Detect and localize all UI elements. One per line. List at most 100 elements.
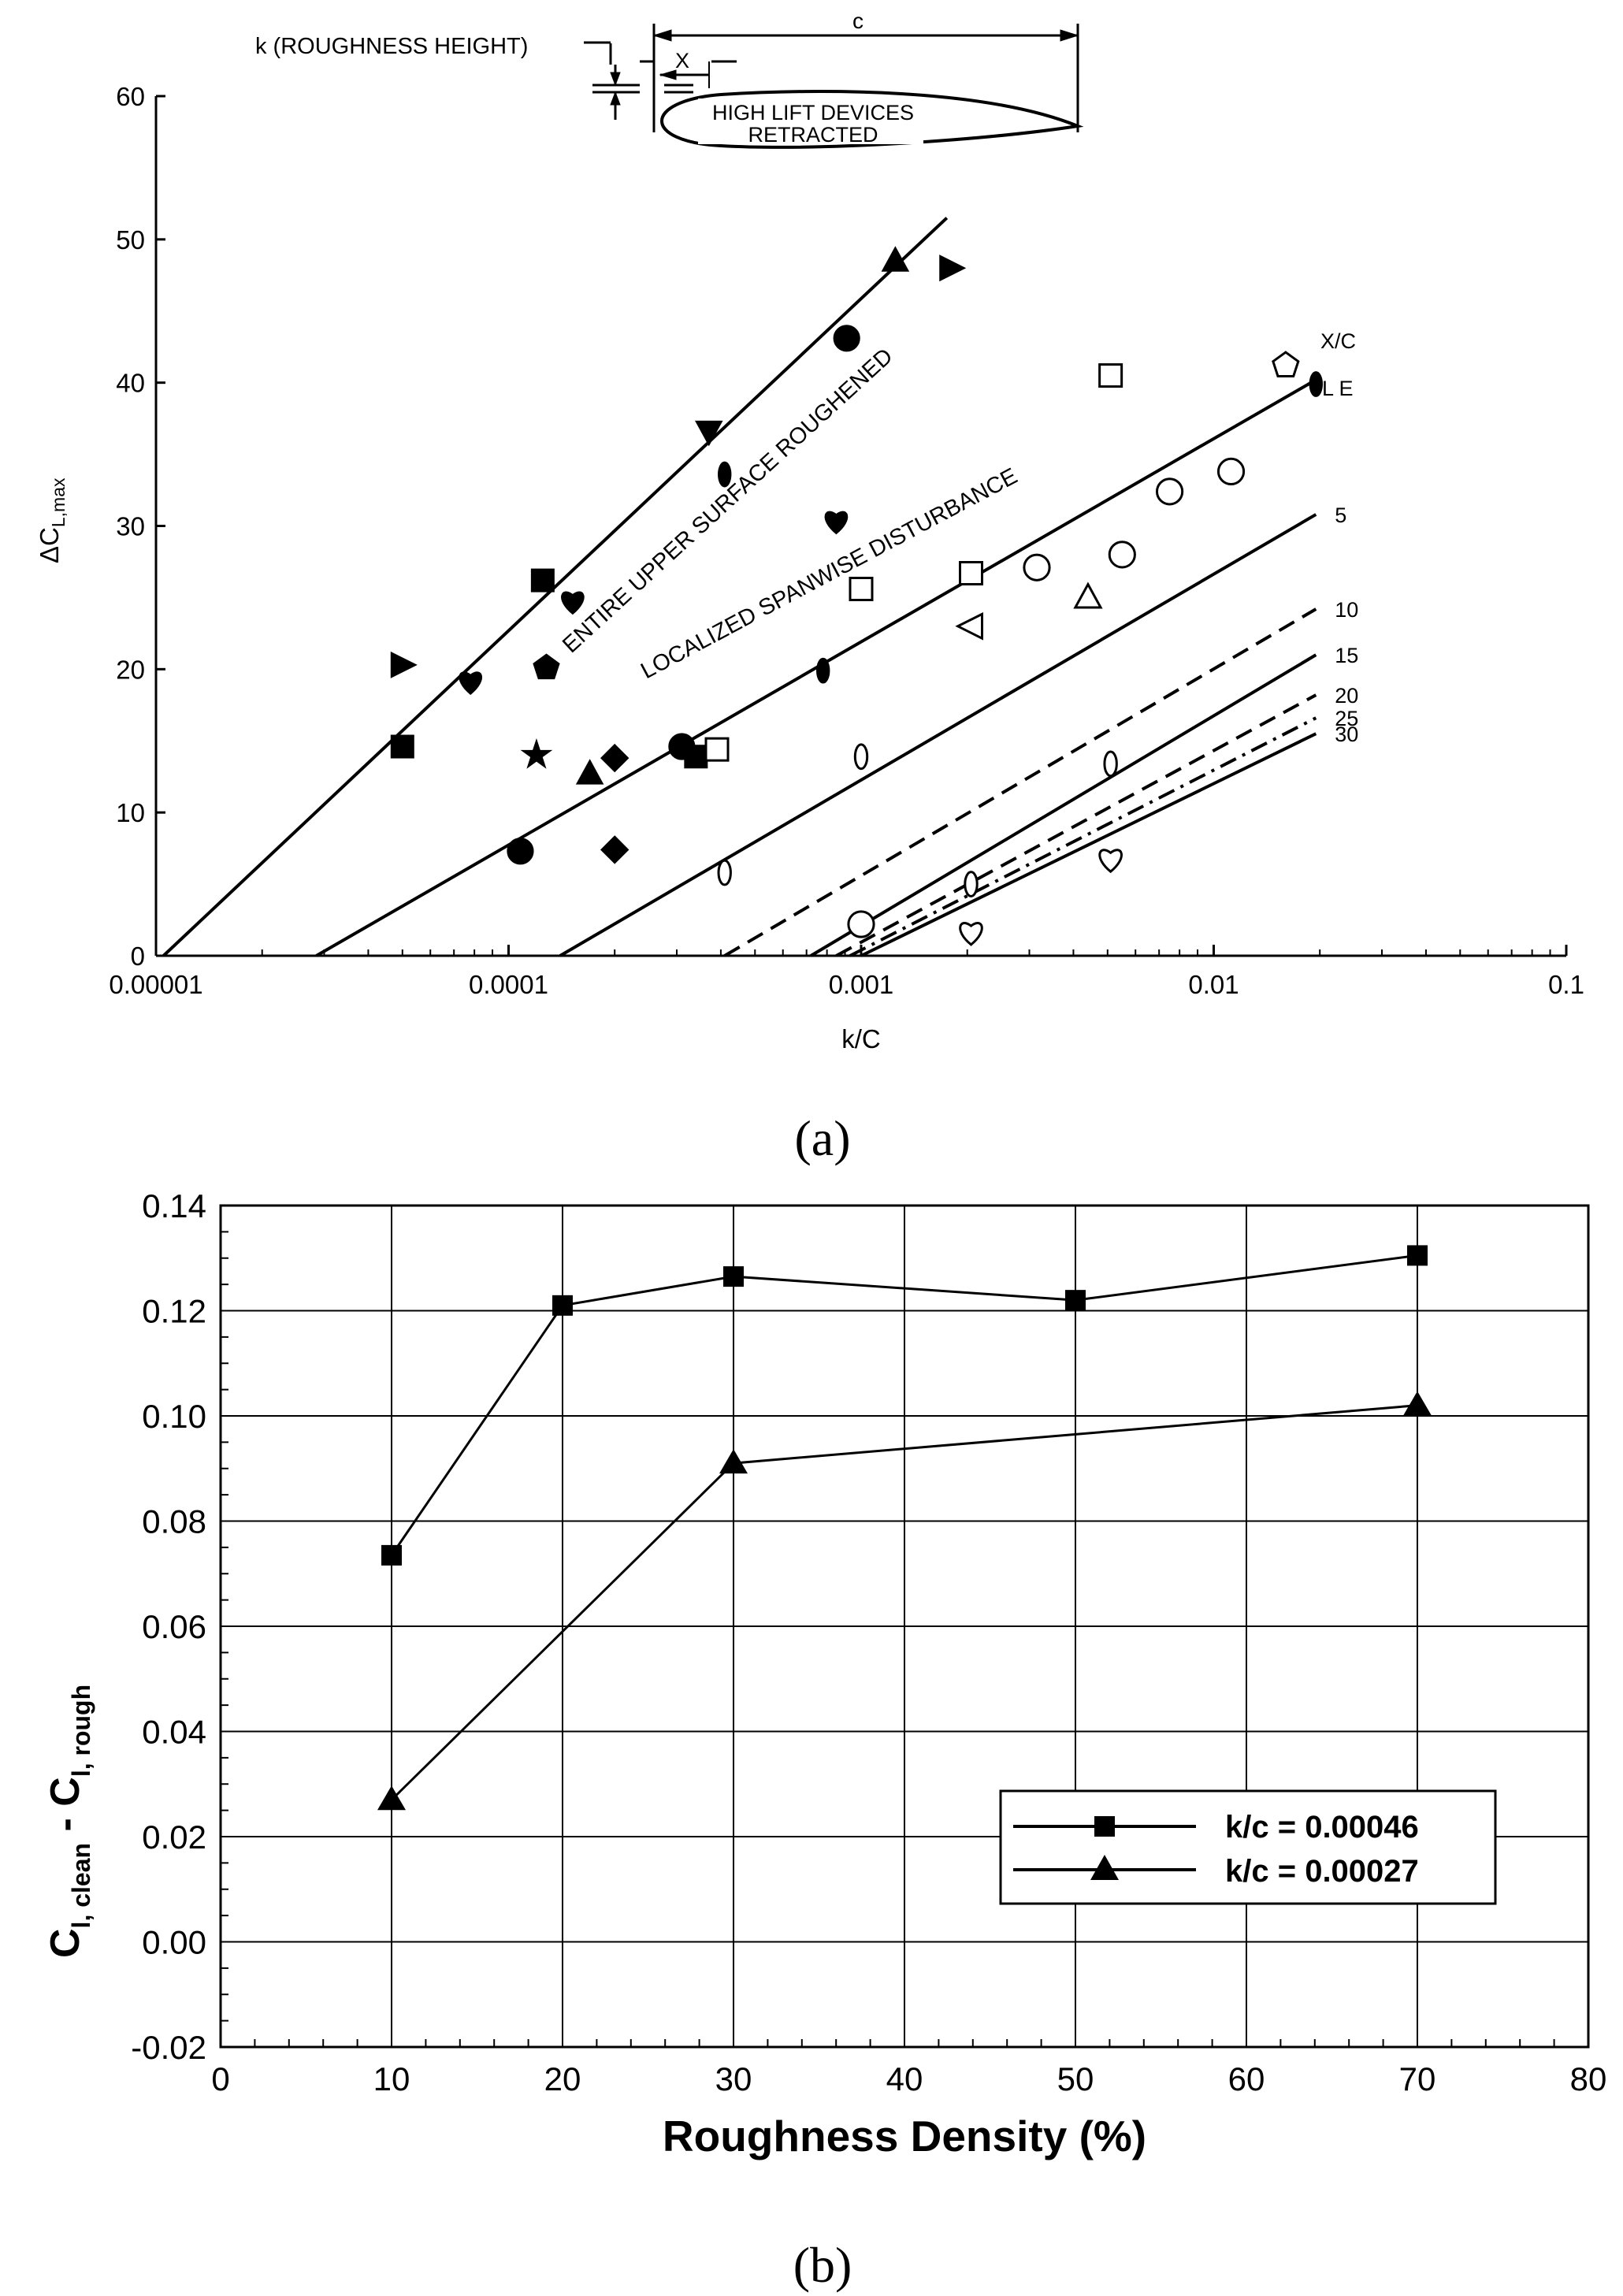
legend-triangle-marker-icon [1090,1855,1119,1880]
chart-a-point-open-ellipse [1103,750,1118,778]
chart-a-point-filled-diamond [600,835,630,864]
chart-b-x-tick-label: 70 [1399,2060,1436,2097]
chart-a-point-open-circle [847,910,875,938]
chart-b-y-tick-label: 0.06 [142,1608,206,1645]
chart-a-point-filled-ellipse [718,461,732,488]
chart-a-point-filled-triangle-up [881,246,910,272]
chart-b-y-tick-label: 0.00 [142,1924,206,1961]
chart-a-point-filled-square [390,734,414,759]
chart-a-y-tick-label: 10 [116,798,145,827]
chart-a-xc-header: X/C [1320,329,1356,353]
chart-a-point-filled-heart [459,671,483,695]
inset-x-label: X [675,49,689,72]
chart-a-point-filled-square [530,568,555,593]
chart-a-point-open-ellipse [964,871,979,897]
chart-a-point-open-square [849,577,874,602]
chart-b-point-square [1065,1290,1086,1311]
chart-a-x-tick-label: 0.001 [829,970,894,999]
chart-a-ticks: 0 10 20 30 40 50 60 0.00001 0.0001 0.001 0.01 0.1 [109,82,1584,999]
chart-b-grid [221,1206,1588,2047]
chart-a-x-tick-label: 0.00001 [109,970,202,999]
chart-b-y-tick-label: 0.04 [142,1714,206,1751]
chart-b-point-square [381,1544,402,1566]
chart-a-axes [154,96,1566,957]
chart-a-point-filled-circle [833,325,860,352]
chart-a-point-filled-ellipse [816,657,830,684]
chart-b-point-triangle [1403,1391,1432,1416]
chart-a-point-filled-heart [824,511,849,535]
chart-b: -0.02 0.00 0.02 0.04 0.06 0.08 0.10 0.12 0.14 0 10… [43,1187,1606,2160]
chart-b-x-tick-label: 60 [1228,2060,1265,2097]
chart-a-point-open-square [959,561,984,586]
chart-a-point-filled-square [684,745,708,769]
chart-b-y-tick-label: -0.02 [131,2029,206,2066]
chart-a-point-open-circle [1216,457,1246,486]
chart-b-y-tick-label: 0.12 [142,1293,206,1330]
chart-a-y-axis-title: ΔCL,max [35,477,69,563]
chart-b-legend: k/c = 0.00046 k/c = 0.00027 [999,1789,1497,1905]
chart-b-y-title-sub2: l, rough [67,1685,95,1777]
chart-b-y-title-sub1: l, clean [67,1843,95,1929]
chart-b-point-triangle [719,1449,748,1474]
airfoil-inset-diagram [584,24,1084,149]
chart-a-point-filled-diamond [600,743,630,773]
chart-b-x-tick-label: 80 [1570,2060,1607,2097]
chart-b-point-square [1407,1245,1428,1266]
chart-a-point-open-circle [1108,541,1136,569]
chart-a-point-open-triangle-up [1073,581,1103,609]
chart-a-y-title-sub: L,max [48,477,69,527]
chart-a-point-filled-ellipse [1309,371,1323,397]
chart-a-point-open-pentagon [1272,351,1300,377]
chart-a-y-tick-label: 20 [116,655,145,684]
chart-b-y-tick-label: 0.14 [142,1187,206,1224]
chart-a-y-tick-label: 60 [116,82,145,111]
chart-a-point-filled-star [520,738,553,769]
chart-a-line-20 [835,693,1317,957]
chart-a-line-5 [559,513,1317,957]
chart-b-y-tick-label: 0.08 [142,1503,206,1540]
chart-a-point-open-triangle-left [955,611,984,641]
chart-a-line-15 [810,653,1317,957]
chart-b-point-triangle [377,1785,406,1811]
chart-a-line-30 [860,732,1317,957]
chart-b-y-tick-label: 0.02 [142,1819,206,1856]
chart-a-y-tick-label: 30 [116,512,145,541]
chart-b-point-square [552,1295,573,1316]
chart-a-points [390,246,1323,946]
chart-b-y-tick-label: 0.10 [142,1398,206,1435]
chart-b-x-tick-label: 10 [373,2060,410,2097]
chart-a-point-open-square [704,737,730,762]
chart-b-y-title-c1: C [43,1928,88,1958]
chart-a-line-label: 5 [1335,503,1346,527]
chart-b-y-title-c2: - C [43,1777,88,1843]
inset-chord-label: c [852,9,863,33]
chart-a-line-label: 10 [1335,598,1358,622]
chart-a-y-tick-label: 0 [131,942,145,971]
chart-a-point-open-heart [1098,849,1123,874]
chart-b-x-tick-label: 30 [715,2060,752,2097]
chart-a-x-axis-title: k/C [841,1024,881,1053]
chart-a-series-lines [162,217,1317,957]
chart-b-y-axis-title: Cl, clean - Cl, rough [43,1685,95,1958]
chart-a-point-filled-triangle-right [939,254,967,282]
chart-a-point-open-ellipse [717,859,732,886]
chart-a-point-open-circle [1155,477,1184,506]
inset-devices-line1: HIGH LIFT DEVICES [712,101,914,124]
chart-b-series [377,1245,1432,1811]
chart-a-point-filled-triangle-up [575,759,604,785]
chart-b-x-tick-label: 40 [886,2060,923,2097]
chart-a-y-tick-label: 40 [116,369,145,398]
chart-a-line-label: 15 [1335,644,1358,667]
chart-a-line-25 [849,716,1317,957]
chart-a-line-10 [723,607,1317,957]
chart-a-point-filled-pentagon [533,653,560,680]
chart-a-point-filled-heart [561,591,585,615]
chart-a-y-title-main: ΔC [35,527,64,563]
chart-a-point-filled-triangle-right [390,651,418,678]
chart-a-point-filled-circle [507,838,534,865]
chart-b-x-axis-title: Roughness Density (%) [663,2112,1146,2160]
chart-b-ticks: -0.02 0.00 0.02 0.04 0.06 0.08 0.10 0.12 0.14 0 10… [131,1187,1606,2097]
inset-devices-line2: RETRACTED [748,123,878,147]
chart-b-x-tick-label: 20 [544,2060,581,2097]
